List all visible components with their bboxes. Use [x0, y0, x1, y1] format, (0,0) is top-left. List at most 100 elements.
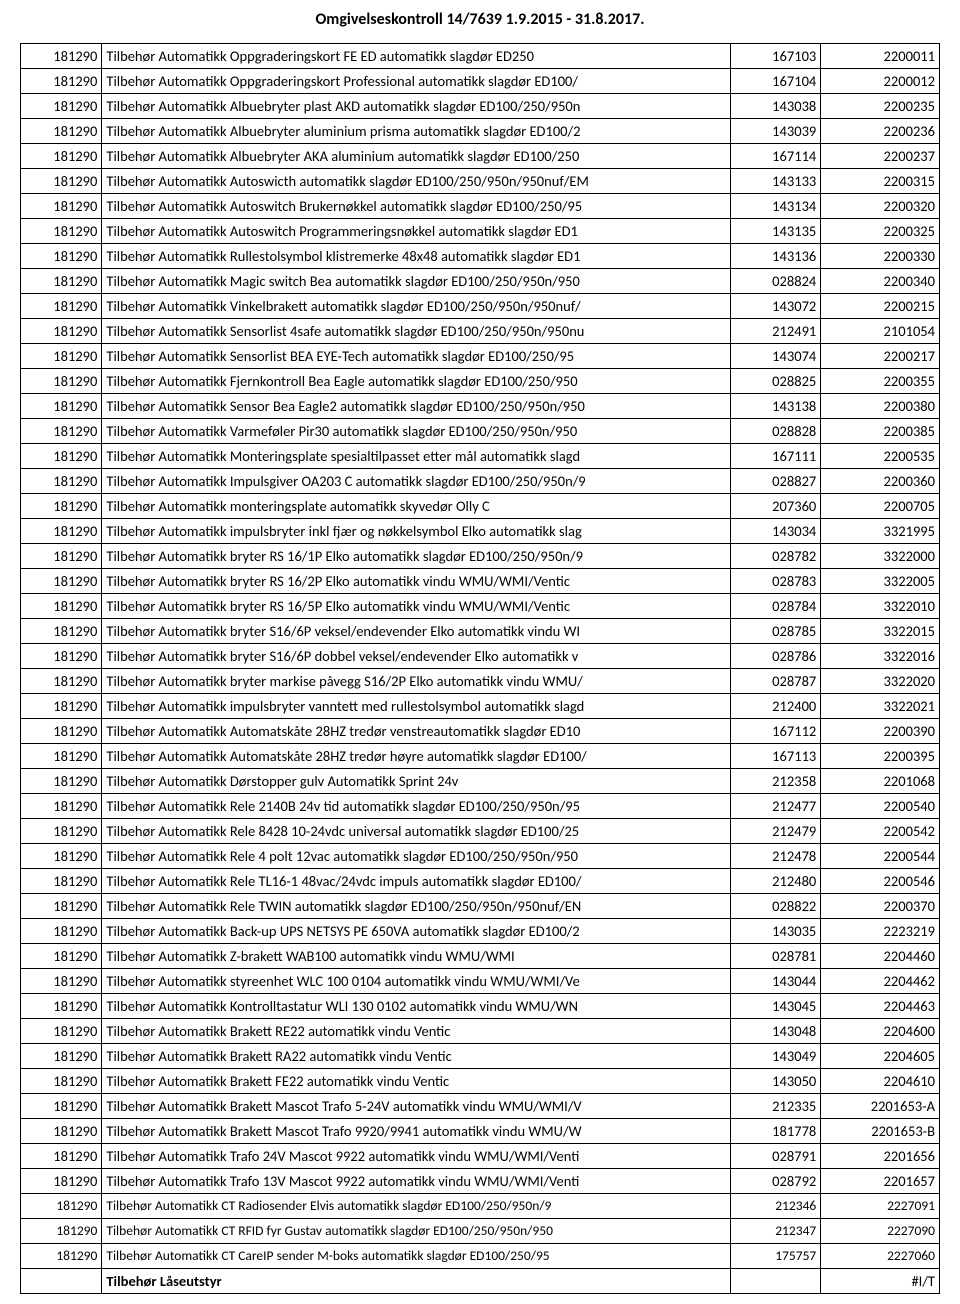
cell-description: Tilbehør Automatikk CT CareIP sender M-b… — [102, 1244, 730, 1269]
cell-num2: 2200235 — [821, 94, 940, 119]
cell-description: Tilbehør Automatikk Rele TL16-1 48vac/24… — [102, 869, 730, 894]
cell-code: 181290 — [21, 694, 102, 719]
table-row: 181290Tilbehør Automatikk Dørstopper gul… — [21, 769, 940, 794]
cell-num2: 2200380 — [821, 394, 940, 419]
cell-code: 181290 — [21, 44, 102, 69]
cell-code: 181290 — [21, 319, 102, 344]
cell-num1: 028822 — [730, 894, 820, 919]
cell-description: Tilbehør Automatikk bryter markise påveg… — [102, 669, 730, 694]
cell-num1: 212400 — [730, 694, 820, 719]
table-row: 181290Tilbehør Automatikk Brakett RA22 a… — [21, 1044, 940, 1069]
cell-num1: 143034 — [730, 519, 820, 544]
table-row: 181290Tilbehør Automatikk Rele TL16-1 48… — [21, 869, 940, 894]
cell-code: 181290 — [21, 894, 102, 919]
cell-num2: 2101054 — [821, 319, 940, 344]
cell-num2: 2200330 — [821, 244, 940, 269]
cell-num2: 2204610 — [821, 1069, 940, 1094]
cell-num2: 3322016 — [821, 644, 940, 669]
cell-description: Tilbehør Automatikk Monteringsplate spes… — [102, 444, 730, 469]
cell-description: Tilbehør Automatikk Dørstopper gulv Auto… — [102, 769, 730, 794]
cell-description: Tilbehør Automatikk bryter S16/6P dobbel… — [102, 644, 730, 669]
cell-num1: 143044 — [730, 969, 820, 994]
cell-num1: 143072 — [730, 294, 820, 319]
cell-description: Tilbehør Automatikk Oppgraderingskort Pr… — [102, 69, 730, 94]
cell-num2: 2223219 — [821, 919, 940, 944]
table-row: 181290Tilbehør Automatikk Sensorlist 4sa… — [21, 319, 940, 344]
cell-num1: 028825 — [730, 369, 820, 394]
cell-num1: 143138 — [730, 394, 820, 419]
cell-description: Tilbehør Automatikk Brakett Mascot Trafo… — [102, 1119, 730, 1144]
table-row: 181290Tilbehør Automatikk Brakett FE22 a… — [21, 1069, 940, 1094]
cell-description: Tilbehør Automatikk Autoswicth automatik… — [102, 169, 730, 194]
table-row: 181290Tilbehør Automatikk Autoswitch Bru… — [21, 194, 940, 219]
cell-code: 181290 — [21, 1219, 102, 1244]
table-row: 181290Tilbehør Automatikk bryter RS 16/2… — [21, 569, 940, 594]
cell-description: Tilbehør Automatikk impulsbryter vanntet… — [102, 694, 730, 719]
table-row: 181290Tilbehør Automatikk CT CareIP send… — [21, 1244, 940, 1269]
cell-code: 181290 — [21, 644, 102, 669]
cell-num2: 2200360 — [821, 469, 940, 494]
cell-num1: 028828 — [730, 419, 820, 444]
cell-description: Tilbehør Automatikk bryter RS 16/2P Elko… — [102, 569, 730, 594]
cell-num2: 2200237 — [821, 144, 940, 169]
cell-description: Tilbehør Automatikk Albuebryter plast AK… — [102, 94, 730, 119]
cell-code: 181290 — [21, 794, 102, 819]
cell-num1: 143135 — [730, 219, 820, 244]
cell-num2: 3322020 — [821, 669, 940, 694]
cell-description: Tilbehør Automatikk bryter RS 16/5P Elko… — [102, 594, 730, 619]
cell-num2: 2201653-A — [821, 1094, 940, 1119]
table-row: 181290Tilbehør Automatikk bryter S16/6P … — [21, 619, 940, 644]
cell-description: Tilbehør Automatikk Sensor Bea Eagle2 au… — [102, 394, 730, 419]
cell-code: 181290 — [21, 169, 102, 194]
cell-code: 181290 — [21, 1094, 102, 1119]
table-row: 181290Tilbehør Automatikk Rele TWIN auto… — [21, 894, 940, 919]
cell-num2: 2200390 — [821, 719, 940, 744]
cell-description: Tilbehør Automatikk Rele TWIN automatikk… — [102, 894, 730, 919]
cell-description: Tilbehør Automatikk Autoswitch Programme… — [102, 219, 730, 244]
cell-num1 — [730, 1269, 820, 1294]
table-row: 181290Tilbehør Automatikk Brakett Mascot… — [21, 1094, 940, 1119]
cell-num2: 2201657 — [821, 1169, 940, 1194]
cell-num2: 2200535 — [821, 444, 940, 469]
table-row: 181290Tilbehør Automatikk monteringsplat… — [21, 494, 940, 519]
cell-num1: 207360 — [730, 494, 820, 519]
cell-num1: 143038 — [730, 94, 820, 119]
cell-code: 181290 — [21, 719, 102, 744]
cell-code: 181290 — [21, 1169, 102, 1194]
table-row: 181290Tilbehør Automatikk Trafo 24V Masc… — [21, 1144, 940, 1169]
cell-num2: 2204463 — [821, 994, 940, 1019]
cell-num2: 2200542 — [821, 819, 940, 844]
cell-num2: 3321995 — [821, 519, 940, 544]
cell-code: 181290 — [21, 994, 102, 1019]
cell-description: Tilbehør Automatikk Trafo 24V Mascot 992… — [102, 1144, 730, 1169]
cell-num2: 2200325 — [821, 219, 940, 244]
cell-code: 181290 — [21, 594, 102, 619]
cell-code: 181290 — [21, 294, 102, 319]
cell-description: Tilbehør Automatikk Rele 2140B 24v tid a… — [102, 794, 730, 819]
cell-num2: 2227091 — [821, 1194, 940, 1219]
page-title: Omgivelseskontroll 14/7639 1.9.2015 - 31… — [20, 10, 940, 29]
cell-num1: 212358 — [730, 769, 820, 794]
cell-description: Tilbehør Automatikk Kontrolltastatur WLI… — [102, 994, 730, 1019]
cell-num2: 2204605 — [821, 1044, 940, 1069]
cell-description: Tilbehør Automatikk Back-up UPS NETSYS P… — [102, 919, 730, 944]
table-row: 181290Tilbehør Automatikk Z-brakett WAB1… — [21, 944, 940, 969]
cell-num2: 2200705 — [821, 494, 940, 519]
cell-num1: 212347 — [730, 1219, 820, 1244]
cell-code: 181290 — [21, 819, 102, 844]
table-row: 181290Tilbehør Automatikk Oppgraderingsk… — [21, 69, 940, 94]
cell-code: 181290 — [21, 494, 102, 519]
table-row: 181290Tilbehør Automatikk bryter S16/6P … — [21, 644, 940, 669]
table-row: 181290Tilbehør Automatikk impulsbryter v… — [21, 694, 940, 719]
cell-num2: 2204462 — [821, 969, 940, 994]
cell-description: Tilbehør Automatikk Trafo 13V Mascot 992… — [102, 1169, 730, 1194]
table-row: 181290Tilbehør Automatikk Varmeføler Pir… — [21, 419, 940, 444]
cell-description: Tilbehør Automatikk monteringsplate auto… — [102, 494, 730, 519]
cell-description: Tilbehør Automatikk styreenhet WLC 100 0… — [102, 969, 730, 994]
table-row: 181290Tilbehør Automatikk Albuebryter al… — [21, 119, 940, 144]
cell-code: 181290 — [21, 744, 102, 769]
table-row: 181290Tilbehør Automatikk Automatskåte 2… — [21, 719, 940, 744]
cell-code: 181290 — [21, 69, 102, 94]
cell-num1: 212480 — [730, 869, 820, 894]
table-row: 181290Tilbehør Automatikk Brakett Mascot… — [21, 1119, 940, 1144]
